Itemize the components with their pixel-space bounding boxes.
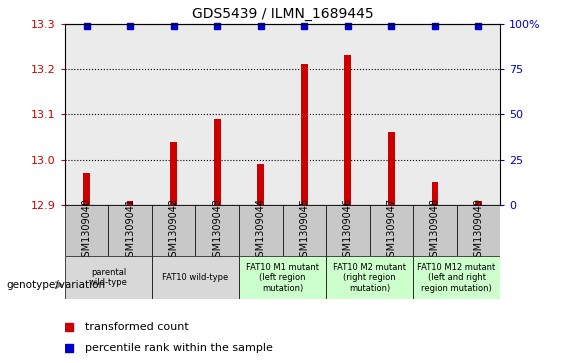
Bar <box>214 119 220 205</box>
Bar <box>171 142 177 205</box>
Text: transformed count: transformed count <box>85 322 188 332</box>
Text: FAT10 M12 mutant
(left and right
region mutation): FAT10 M12 mutant (left and right region … <box>418 263 496 293</box>
Bar <box>108 24 152 205</box>
Text: GSM1309042: GSM1309042 <box>169 198 179 263</box>
Text: GSM1309045: GSM1309045 <box>299 198 309 263</box>
Bar <box>65 256 152 299</box>
Text: FAT10 M1 mutant
(left region
mutation): FAT10 M1 mutant (left region mutation) <box>246 263 319 293</box>
Bar <box>108 205 152 256</box>
Bar <box>475 201 481 205</box>
Bar <box>413 256 500 299</box>
Bar <box>239 24 282 205</box>
Bar <box>301 65 307 205</box>
Text: FAT10 M2 mutant
(right region
mutation): FAT10 M2 mutant (right region mutation) <box>333 263 406 293</box>
Text: genotype/variation: genotype/variation <box>7 280 106 290</box>
Bar <box>152 205 195 256</box>
Bar <box>152 256 239 299</box>
Bar <box>413 205 457 256</box>
Text: GSM1309048: GSM1309048 <box>430 198 440 263</box>
Text: FAT10 wild-type: FAT10 wild-type <box>162 273 229 282</box>
Bar <box>432 183 438 205</box>
Text: GSM1309043: GSM1309043 <box>212 198 222 263</box>
Bar <box>195 205 239 256</box>
Bar <box>345 56 351 205</box>
Bar <box>388 132 394 205</box>
Text: GSM1309041: GSM1309041 <box>125 198 135 263</box>
Text: GSM1309049: GSM1309049 <box>473 198 483 263</box>
Bar <box>65 24 108 205</box>
Bar <box>152 24 195 205</box>
Bar <box>413 24 457 205</box>
Text: GSM1309044: GSM1309044 <box>256 198 266 263</box>
Bar <box>326 205 370 256</box>
Bar <box>84 174 90 205</box>
Bar <box>326 256 413 299</box>
Bar <box>282 24 326 205</box>
Bar <box>282 205 326 256</box>
Bar <box>239 256 326 299</box>
Bar <box>370 205 413 256</box>
Bar <box>457 24 500 205</box>
Text: GSM1309046: GSM1309046 <box>343 198 353 263</box>
Bar <box>239 205 282 256</box>
Bar <box>258 164 264 205</box>
Text: parental
wild-type: parental wild-type <box>89 268 128 287</box>
Text: percentile rank within the sample: percentile rank within the sample <box>85 343 272 354</box>
Bar <box>326 24 370 205</box>
Text: GSM1309040: GSM1309040 <box>82 198 92 263</box>
Bar <box>457 205 500 256</box>
Title: GDS5439 / ILMN_1689445: GDS5439 / ILMN_1689445 <box>192 7 373 21</box>
Bar <box>127 201 133 205</box>
Bar <box>65 205 108 256</box>
Bar <box>370 24 413 205</box>
Text: GSM1309047: GSM1309047 <box>386 198 396 263</box>
Bar <box>195 24 239 205</box>
